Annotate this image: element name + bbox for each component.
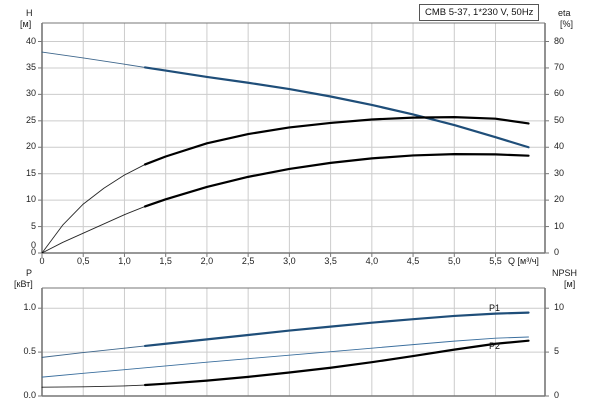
tick-right-1-5: 5 xyxy=(554,346,560,357)
tick-left-0-5: 5 xyxy=(30,220,36,231)
xtick-11: 5,5 xyxy=(489,256,502,266)
tick-left-1-0.5: 0.5 xyxy=(23,346,36,357)
tick-left-0-30: 30 xyxy=(25,88,36,99)
tick-left-0-35: 35 xyxy=(25,61,36,72)
xtick-1: 0,5 xyxy=(76,256,90,266)
low-left-axis-unit: [кВт] xyxy=(14,279,33,289)
tick-left-0-40: 40 xyxy=(25,35,36,46)
xtick-0: 0 xyxy=(39,256,45,266)
curve-H-thick xyxy=(143,66,530,149)
x-axis-caption: Q [м³/ч] xyxy=(508,256,539,266)
low-right-axis-unit: [м] xyxy=(564,279,576,289)
curve-eta-lower-thick xyxy=(143,153,530,208)
tick-right-0-50: 50 xyxy=(554,114,565,125)
tick-right-0-30: 30 xyxy=(554,167,565,178)
tick-right-0-80: 80 xyxy=(554,35,565,46)
curve-eta-lower-thin xyxy=(41,206,146,254)
x-axis-name: Q xyxy=(508,256,516,266)
xtick-6: 3,0 xyxy=(283,256,296,266)
tick-right-0-70: 70 xyxy=(554,61,565,72)
tick-right-0-40: 40 xyxy=(554,141,565,152)
curve-label-p1: P1 xyxy=(489,303,501,313)
tick-right-0-60: 60 xyxy=(554,88,565,99)
low-right-axis-name: NPSH xyxy=(552,268,578,278)
xtick-5: 2,5 xyxy=(241,256,255,266)
xtick-7: 3,5 xyxy=(324,256,337,266)
chart-title-box: CMB 5-37, 1*230 V, 50Hz xyxy=(419,4,540,21)
tick-left-0-10: 10 xyxy=(25,194,36,205)
x-axis-unit: [м³/ч] xyxy=(517,256,539,266)
curve-H-thin xyxy=(41,51,146,68)
curve-label-p2: P2 xyxy=(489,341,501,351)
top-left-axis-unit: [м] xyxy=(20,19,32,29)
curve-P1-thick xyxy=(143,311,530,348)
xtick-9: 4,5 xyxy=(406,256,420,266)
tick-left-0-0: 0 xyxy=(30,247,36,257)
tick-right-0-10: 10 xyxy=(554,220,565,231)
tick-left-0-15: 15 xyxy=(25,167,36,178)
tick-right-1-10: 10 xyxy=(554,302,565,313)
curve-P2-thin xyxy=(41,384,146,388)
tick-left-1-1: 1.0 xyxy=(23,302,36,313)
top-right-axis-name: eta xyxy=(558,8,571,18)
curve-P1-thin xyxy=(41,345,146,358)
top-origin-left: 0 xyxy=(30,240,36,250)
xtick-4: 2,0 xyxy=(200,256,214,266)
top-right-axis-unit: [%] xyxy=(560,19,574,29)
tick-left-0-25: 25 xyxy=(25,114,36,125)
xtick-10: 5,0 xyxy=(448,256,461,266)
tick-left-0-20: 20 xyxy=(25,141,36,152)
low-left-axis-name: P xyxy=(26,268,33,278)
tick-left-1-0: 0.0 xyxy=(23,390,36,400)
curve-eta-upper-thick xyxy=(143,116,530,166)
tick-right-0-0: 0 xyxy=(554,247,560,257)
xtick-2: 1,0 xyxy=(118,256,131,266)
xtick-3: 1,5 xyxy=(159,256,172,266)
tick-right-1-0: 0 xyxy=(554,390,560,400)
tick-right-0-20: 20 xyxy=(554,194,565,205)
curve-eta-upper-thin xyxy=(41,163,146,254)
top-left-axis-name: H xyxy=(26,8,33,18)
curve-P2-thick xyxy=(143,339,530,387)
curve-P-mid xyxy=(41,336,529,378)
xtick-8: 4,0 xyxy=(365,256,379,266)
